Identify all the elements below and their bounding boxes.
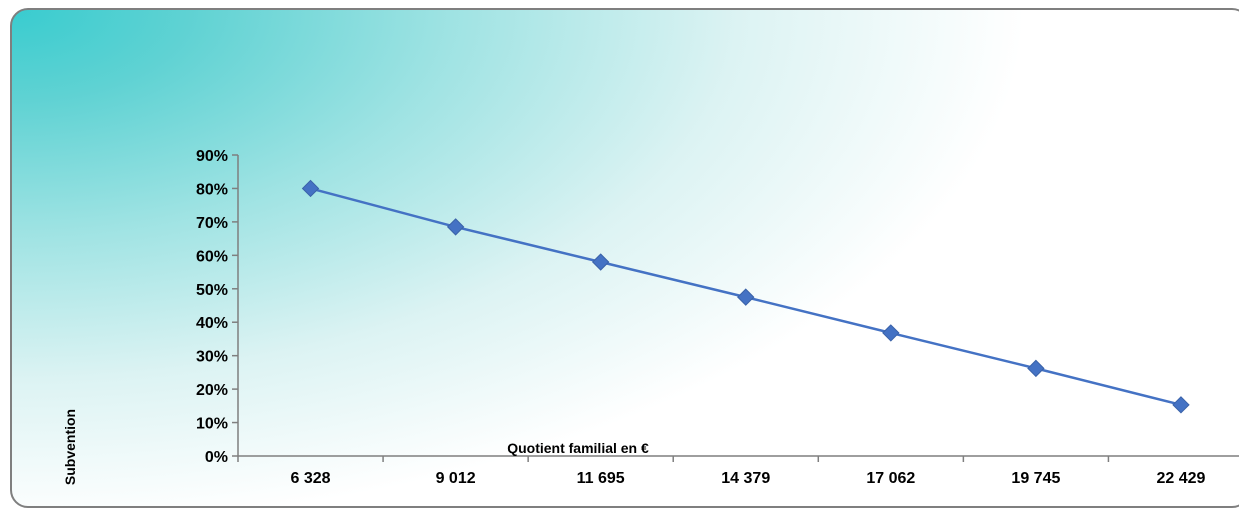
y-tick-label: 20%	[196, 382, 228, 399]
y-tick-label: 10%	[196, 416, 228, 433]
x-tick-label: 17 062	[866, 470, 915, 487]
x-tick-label: 6 328	[291, 470, 331, 487]
x-tick-label: 11 695	[577, 470, 625, 487]
data-point	[446, 218, 465, 236]
y-tick-label: 90%	[196, 148, 228, 165]
data-point	[882, 324, 900, 342]
y-tick-label: 50%	[196, 282, 228, 299]
data-point	[591, 253, 610, 271]
data-point	[1027, 359, 1045, 378]
y-tick-label: 80%	[196, 181, 228, 198]
data-point	[301, 179, 320, 198]
y-axis-title: Subvention	[62, 409, 78, 485]
y-tick-label: 60%	[196, 248, 228, 265]
y-tick-label: 0%	[205, 449, 228, 466]
chart-area	[10, 8, 1239, 508]
x-tick-label: 9 012	[436, 470, 476, 487]
data-point	[1172, 396, 1190, 414]
y-tick-label: 40%	[196, 315, 228, 332]
y-tick-label: 30%	[196, 349, 228, 366]
data-point	[737, 288, 755, 306]
line-chart: 0% 10% 20% 30% 40% 50% 60% 70% 80% 90% 6 328 9 012…	[62, 148, 1239, 487]
x-tick-label: 19 745	[1011, 470, 1060, 487]
x-tick-label: 14 379	[721, 470, 770, 487]
y-tick-label: 70%	[196, 215, 228, 232]
x-axis: 6 328 9 012 11 695 14 379 17 062 19 745 22 429	[237, 455, 1239, 487]
series-subvention	[301, 179, 1190, 414]
x-axis-title: Quotient familial en €	[507, 440, 649, 456]
y-axis: 0% 10% 20% 30% 40% 50% 60% 70% 80% 90%	[196, 148, 239, 466]
x-tick-label: 22 429	[1157, 470, 1206, 487]
